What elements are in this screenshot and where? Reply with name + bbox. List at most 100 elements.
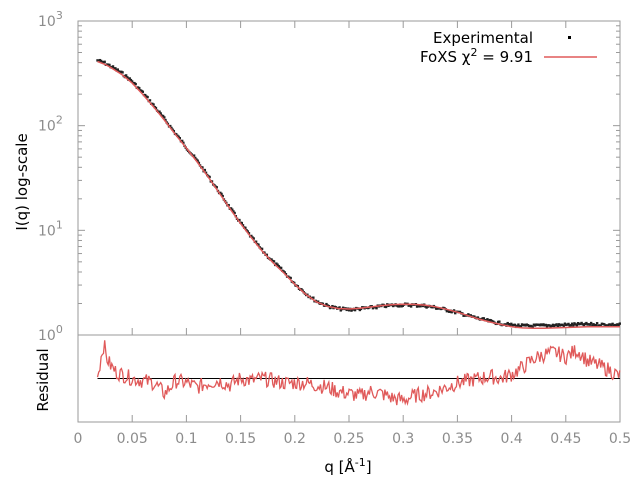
experimental-point bbox=[331, 304, 334, 308]
experimental-point bbox=[244, 226, 247, 230]
experimental-point bbox=[283, 271, 286, 274]
y-tick-exponent: 1 bbox=[56, 218, 63, 231]
experimental-point bbox=[454, 311, 457, 315]
experimental-point bbox=[161, 114, 165, 118]
experimental-point bbox=[169, 124, 172, 128]
experimental-point bbox=[510, 322, 513, 326]
experimental-point bbox=[246, 230, 249, 233]
x-axis-label-sup: -1 bbox=[355, 456, 366, 469]
experimental-point bbox=[603, 323, 606, 326]
y-tick-exponent: 2 bbox=[56, 114, 63, 127]
experimental-point bbox=[508, 324, 512, 327]
legend-marker-experimental bbox=[568, 36, 571, 39]
experimental-point bbox=[300, 288, 303, 291]
experimental-point bbox=[260, 247, 264, 251]
experimental-point bbox=[152, 103, 155, 106]
x-tick-label: 0 bbox=[74, 431, 83, 447]
legend: Experimental FoXS χ2 = 9.91 bbox=[420, 29, 597, 66]
experimental-point bbox=[517, 323, 520, 326]
experimental-point bbox=[196, 159, 199, 162]
experimental-point bbox=[544, 323, 548, 327]
experimental-point bbox=[606, 324, 610, 328]
experimental-point bbox=[617, 324, 620, 327]
experimental-point bbox=[215, 186, 218, 189]
experimental-point bbox=[252, 237, 255, 240]
y-tick-label: 103 bbox=[38, 9, 63, 30]
experimental-point bbox=[194, 156, 197, 160]
experimental-point bbox=[170, 126, 173, 130]
y-tick-exponent: 3 bbox=[56, 9, 63, 22]
experimental-point bbox=[129, 78, 133, 82]
x-tick-label: 0.05 bbox=[117, 431, 148, 447]
experimental-point bbox=[575, 324, 579, 327]
experimental-point bbox=[289, 276, 292, 280]
experimental-point bbox=[148, 99, 152, 102]
experimental-point bbox=[164, 118, 167, 122]
experimental-point bbox=[254, 240, 258, 243]
experimental-point bbox=[513, 323, 517, 327]
x-tick-label: 0.1 bbox=[175, 431, 197, 447]
x-tick-label: 0.5 bbox=[609, 431, 631, 447]
y-tick-base: 10 bbox=[38, 14, 56, 30]
residual-line bbox=[96, 340, 621, 406]
experimental-point bbox=[611, 322, 614, 326]
x-tick-label: 0.3 bbox=[392, 431, 414, 447]
experimental-point bbox=[582, 323, 586, 327]
experimental-point bbox=[180, 139, 184, 143]
y-tick-label: 102 bbox=[38, 114, 63, 135]
top-plot-border bbox=[77, 20, 621, 336]
experimental-point bbox=[141, 90, 145, 93]
x-tick-label: 0.25 bbox=[333, 431, 364, 447]
experimental-point bbox=[486, 318, 489, 321]
experimental-point bbox=[158, 110, 161, 113]
experimental-point bbox=[421, 304, 425, 308]
experimental-point bbox=[103, 60, 106, 63]
experimental-point bbox=[232, 210, 235, 213]
experimental-point bbox=[108, 63, 111, 67]
experimental-point bbox=[272, 260, 276, 263]
experimental-point bbox=[144, 93, 147, 97]
experimental-point bbox=[409, 305, 413, 308]
y-tick-base: 10 bbox=[38, 223, 56, 239]
experimental-point bbox=[469, 314, 472, 317]
x-tick-label: 0.35 bbox=[442, 431, 473, 447]
experimental-point bbox=[154, 106, 158, 110]
y-tick-label: 100 bbox=[38, 323, 63, 344]
experimental-point bbox=[569, 324, 573, 327]
experimental-point bbox=[121, 71, 124, 74]
experimental-point bbox=[498, 320, 501, 323]
experimental-point bbox=[229, 207, 233, 210]
experimental-point bbox=[504, 323, 507, 326]
experimental-point bbox=[562, 324, 565, 328]
y-tick-base: 10 bbox=[38, 328, 56, 344]
experimental-point bbox=[589, 321, 593, 325]
experimental-point bbox=[452, 309, 456, 312]
experimental-point bbox=[609, 323, 612, 326]
experimental-point bbox=[339, 309, 342, 312]
experimental-point bbox=[531, 326, 534, 329]
experimental-point bbox=[316, 300, 320, 303]
legend-label-experimental: Experimental bbox=[433, 29, 533, 47]
experimental-point bbox=[203, 168, 207, 172]
experimental-point bbox=[467, 313, 470, 316]
legend-foxs-sup: 2 bbox=[470, 46, 477, 59]
experimental-point bbox=[208, 175, 211, 179]
experimental-point bbox=[111, 65, 115, 68]
experimental-point bbox=[130, 80, 134, 83]
x-axis-label-suffix: ] bbox=[366, 458, 372, 476]
top-plot-frame bbox=[77, 20, 621, 336]
x-tick-label: 0.45 bbox=[550, 431, 581, 447]
experimental-point bbox=[556, 324, 559, 328]
experimental-point bbox=[257, 243, 260, 246]
experimental-point bbox=[595, 322, 599, 325]
experimental-point bbox=[124, 74, 128, 77]
experimental-point bbox=[250, 234, 253, 238]
experimental-point bbox=[277, 264, 280, 268]
y-axis-label-residual: Residual bbox=[34, 348, 52, 411]
experimental-point bbox=[458, 310, 462, 314]
experimental-point bbox=[227, 203, 230, 207]
experimental-point bbox=[279, 266, 283, 270]
experimental-point bbox=[482, 317, 486, 320]
